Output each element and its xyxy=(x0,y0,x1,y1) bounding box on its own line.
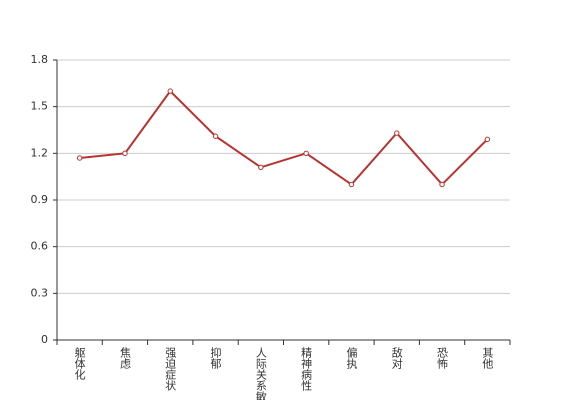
x-tick-label: 焦虑 xyxy=(118,347,131,369)
y-tick-label: 0.6 xyxy=(31,240,49,253)
x-tick-label: 躯体化 xyxy=(73,347,86,381)
x-tick-label: 精神病性 xyxy=(300,347,313,392)
line xyxy=(79,89,489,186)
y-tick-label: 1.2 xyxy=(31,146,49,159)
point xyxy=(212,133,219,139)
x-tick-label: 恐怖 xyxy=(436,347,449,369)
x-tick-label: 敌对 xyxy=(390,346,403,369)
x-tick-label: 抑郁 xyxy=(209,346,222,369)
point xyxy=(303,150,309,157)
point xyxy=(122,150,128,157)
point xyxy=(167,88,173,94)
point xyxy=(439,181,445,188)
x-tick-label: 偏执 xyxy=(345,346,358,370)
x-tick-label: 其他 xyxy=(481,347,494,369)
point xyxy=(348,181,355,188)
point xyxy=(484,136,491,143)
y-tick-label: 1.8 xyxy=(31,53,49,66)
y-tick-label: 1.5 xyxy=(31,100,49,113)
x-tick-label: 人际关系敏感 xyxy=(254,347,267,400)
y-tick-label: 0 xyxy=(41,333,48,346)
y-tick-label: 0.3 xyxy=(31,286,49,299)
y-tick-label: 0.9 xyxy=(31,193,49,206)
x-tick-label: 强迫症状 xyxy=(164,347,177,391)
point xyxy=(258,164,264,171)
point xyxy=(394,130,400,136)
point xyxy=(76,155,83,161)
